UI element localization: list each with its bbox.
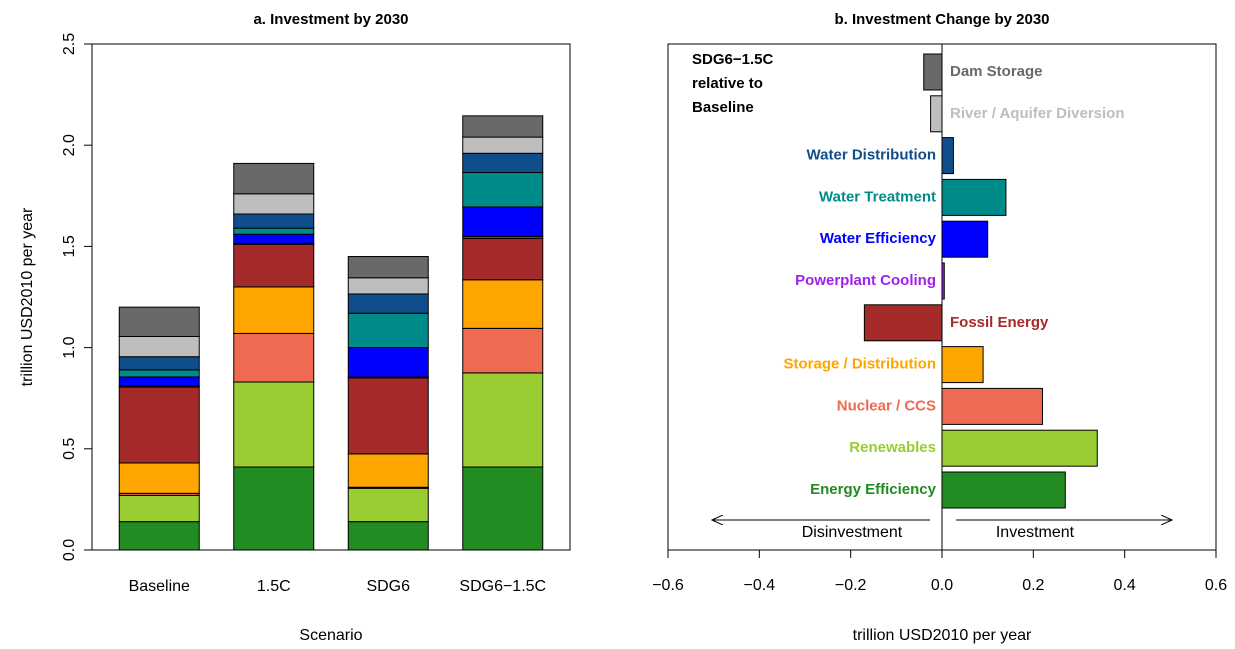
bar-segment [118,306,200,337]
y-tick-label: 1.5 [61,235,78,257]
bar-segment [462,136,544,154]
bar [923,53,943,91]
bar-segment [233,213,315,229]
chart-title: a. Investment by 2030 [253,11,408,28]
bar [941,220,989,258]
x-tick-label: 1.5C [257,578,291,595]
category-label: River / Aquifer Diversion [950,105,1125,122]
plot-frame [91,43,571,551]
category-label: Fossil Energy [950,314,1049,331]
bar-segment [462,237,544,281]
y-tick-label: 2.0 [61,134,78,156]
bar [941,387,1043,425]
bar [863,304,943,342]
bar-segment [233,243,315,288]
x-tick-label: 0.0 [931,577,953,594]
x-tick-label: 0.4 [1114,577,1136,594]
bar-segment [462,115,544,138]
category-label: Water Distribution [807,147,936,164]
bar-segment [233,332,315,383]
bar-segment [118,521,200,551]
bar-segment [347,487,429,523]
arrow-label: Disinvestment [802,524,903,541]
bar [941,471,1066,509]
bar [941,346,984,384]
bar [941,178,1007,216]
category-label: Dam Storage [950,63,1043,80]
x-tick-label: −0.2 [835,577,867,594]
bar-segment [462,172,544,208]
bar-segment [462,327,544,374]
x-tick-label: SDG6−1.5C [459,578,546,595]
x-tick-label: SDG6 [366,578,410,595]
bar-segment [347,453,429,488]
bar-segment [462,279,544,329]
chart-title: b. Investment Change by 2030 [834,11,1049,28]
bar-segment [233,381,315,468]
bar [941,137,954,175]
category-label: Energy Efficiency [810,481,937,498]
bar-segment [347,293,429,314]
bar-segment [233,162,315,195]
bar-segment [118,356,200,371]
annotation: Baseline [692,99,754,116]
bar-segment [347,521,429,551]
bar-segment [118,494,200,523]
bar-segment [462,206,544,237]
x-axis-label: trillion USD2010 per year [853,627,1032,644]
annotation: SDG6−1.5C [692,51,773,68]
x-tick-label: Baseline [129,578,190,595]
bar-segment [462,152,544,174]
bar-segment [118,462,200,494]
bar-segment [118,335,200,358]
x-tick-label: 0.6 [1205,577,1227,594]
bar-segment [118,376,200,387]
bar-segment [118,386,200,464]
bar [941,429,1098,467]
bar-segment [347,377,429,455]
x-tick-label: −0.6 [652,577,684,594]
bar [930,95,943,133]
bar-segment [347,277,429,295]
y-tick-label: 1.0 [61,336,78,358]
x-tick-label: −0.4 [744,577,776,594]
arrow-label: Investment [996,524,1075,541]
annotation: relative to [692,75,763,92]
bar-segment [233,193,315,215]
y-tick-label: 0.0 [61,539,78,561]
bar [941,262,945,300]
category-label: Nuclear / CCS [837,397,936,414]
y-tick-label: 0.5 [61,438,78,460]
bar-segment [233,466,315,551]
bar-segment [233,233,315,244]
bar-segment [233,227,315,235]
bar-segment [347,347,429,378]
y-axis-label: trillion USD2010 per year [19,207,36,386]
bar-segment [233,286,315,334]
category-label: Storage / Distribution [783,356,936,373]
category-label: Water Efficiency [820,230,937,247]
x-tick-label: 0.2 [1022,577,1044,594]
bar-segment [347,256,429,279]
category-label: Renewables [849,439,936,456]
category-label: Powerplant Cooling [795,272,936,289]
bar-segment [462,372,544,468]
bar-segment [118,369,200,378]
category-label: Water Treatment [819,188,936,205]
bar-segment [462,466,544,551]
y-tick-label: 2.5 [61,33,78,55]
bar-segment [347,312,429,349]
x-axis-label: Scenario [299,627,362,644]
